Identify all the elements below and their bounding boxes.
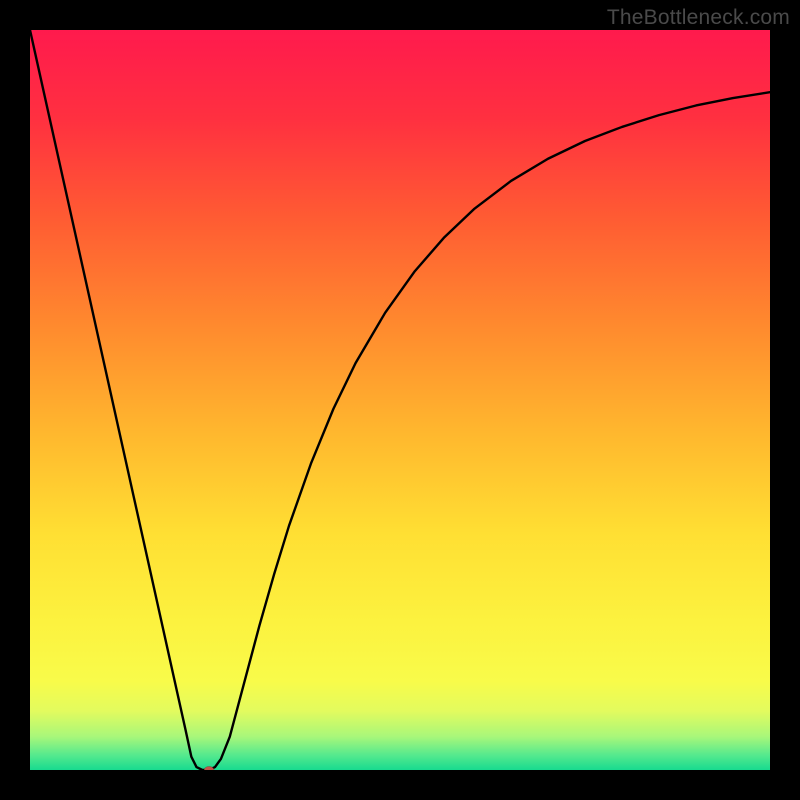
plot-area: [30, 30, 770, 770]
gradient-background: [30, 30, 770, 770]
plot-svg: [30, 30, 770, 770]
watermark-text: TheBottleneck.com: [607, 6, 790, 30]
chart-frame: TheBottleneck.com: [0, 0, 800, 800]
